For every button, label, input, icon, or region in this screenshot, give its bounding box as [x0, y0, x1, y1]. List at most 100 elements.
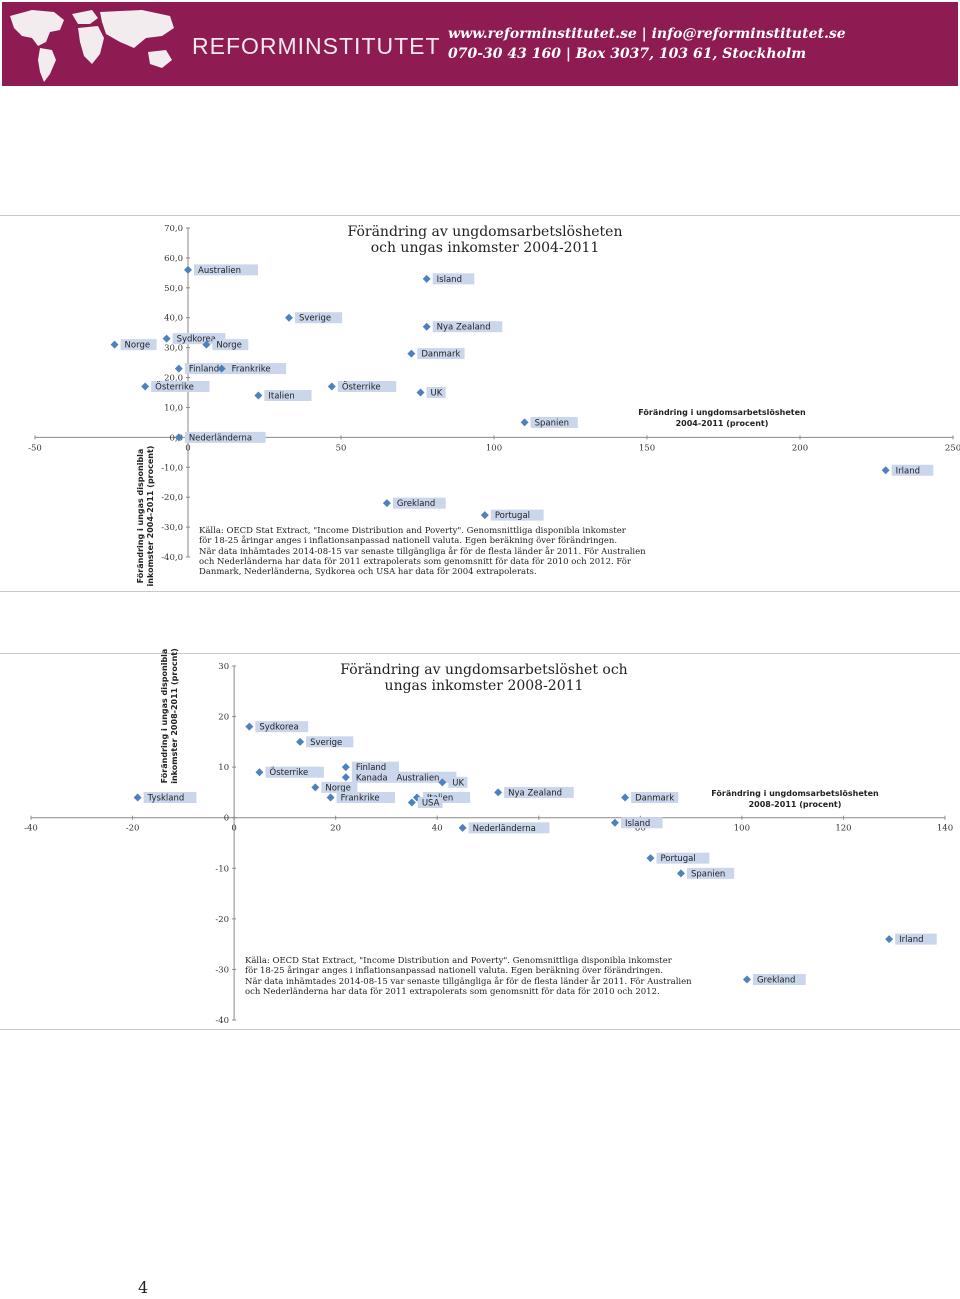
point-label: Finland — [189, 365, 219, 375]
point-marker — [621, 793, 630, 802]
point-label: Sverige — [299, 314, 331, 324]
point-label-box — [417, 348, 465, 360]
point-label-box — [321, 781, 358, 793]
point-label-box — [351, 771, 394, 783]
data-point: Grekland — [382, 497, 446, 509]
x-tick-label: 40 — [432, 824, 443, 834]
x-tick-label: 0 — [185, 443, 190, 453]
data-point: Portugal — [480, 509, 544, 521]
y-tick-label: -20 — [215, 915, 229, 925]
data-point: Sydkorea — [245, 721, 309, 733]
point-label: Grekland — [397, 499, 435, 509]
y-tick-label: 70,0 — [164, 224, 183, 234]
point-label-box — [895, 933, 937, 945]
point-label-box — [448, 776, 468, 788]
point-label: Frankrike — [341, 793, 380, 803]
point-marker — [422, 274, 431, 283]
x-tick-label: 150 — [639, 443, 655, 453]
x-tick-label: 0 — [231, 824, 236, 834]
y-tick-label: -40,0 — [161, 553, 183, 563]
world-map-logo — [10, 10, 174, 82]
point-marker — [110, 340, 119, 349]
chart-2004-2011: -50 0 50 100 150 200 250 70,0 60,0 50,0 40,0 30,0 20… — [0, 215, 960, 592]
y-tick-label: 20,0 — [164, 374, 183, 384]
y-tick-label: 30,0 — [164, 344, 183, 354]
y-tick-label: 20 — [218, 713, 229, 723]
point-label: Österrike — [270, 767, 309, 778]
data-point: Finland — [341, 761, 400, 773]
y-tick-label: -30,0 — [161, 523, 183, 533]
data-point: Österrike — [255, 766, 324, 778]
point-marker — [407, 798, 416, 807]
point-label: Nya Zealand — [437, 323, 491, 333]
data-point: Australien — [184, 264, 258, 276]
point-label: Tyskland — [147, 793, 185, 803]
data-point: Finland — [174, 363, 233, 375]
point-label-box — [686, 867, 735, 879]
point-label: Österrike — [155, 382, 194, 393]
point-label-box — [392, 497, 446, 509]
point-label-box — [631, 791, 679, 803]
data-point: Spanien — [676, 867, 735, 879]
data-point: Österrike — [141, 381, 210, 393]
point-label: Italien — [268, 391, 294, 401]
data-point: Kanada — [341, 771, 394, 783]
point-label: Norge — [216, 341, 242, 351]
data-point: Norge — [311, 781, 358, 793]
x-tick-label: 50 — [336, 443, 347, 453]
data-point: Nya Zealand — [494, 786, 574, 798]
point-label: Norge — [325, 783, 351, 793]
y-tick-label: -20,0 — [161, 493, 183, 503]
point-label: Nya Zealand — [508, 788, 562, 798]
point-marker — [217, 364, 226, 373]
point-label-box — [417, 797, 443, 809]
point-label: UK — [431, 389, 443, 399]
x-tick-label: 20 — [330, 824, 341, 834]
point-label: Portugal — [495, 511, 530, 521]
contact-web-email[interactable]: www.reforminstitutet.se | info@reformins… — [448, 26, 846, 42]
data-point: Island — [610, 817, 663, 829]
x-axis-label: Förändring i ungdomsarbetslösheten 2004-… — [638, 408, 806, 428]
y-tick-label: 60,0 — [164, 254, 183, 264]
data-point: Norge — [202, 339, 249, 351]
point-label-box — [468, 822, 550, 834]
point-label-box — [392, 771, 457, 783]
point-label-box — [255, 721, 309, 733]
point-label-box — [306, 736, 354, 748]
point-marker — [133, 793, 142, 802]
x-tick-label: -40 — [24, 824, 38, 834]
point-marker — [458, 823, 467, 832]
point-marker — [174, 364, 183, 373]
source-note: Källa: OECD Stat Extract, "Income Distri… — [245, 956, 692, 997]
point-label: Nederländerna — [473, 824, 536, 834]
point-label: Grekland — [757, 976, 795, 986]
point-label: Norge — [125, 341, 151, 351]
point-marker — [341, 763, 350, 772]
point-label-box — [184, 363, 233, 375]
brand-name: REFORMINSTITUTET — [192, 33, 441, 59]
point-marker — [676, 869, 685, 878]
point-label: Nederländerna — [189, 433, 252, 443]
y-axis-label: Förändring i ungas disponibla inkomster … — [160, 648, 179, 784]
data-point: Irland — [885, 933, 937, 945]
data-point: Frankrike — [326, 791, 395, 803]
point-label-box — [264, 389, 312, 401]
data-point: Irland — [881, 464, 934, 476]
data-point: Österrike — [327, 381, 397, 393]
point-marker — [202, 340, 211, 349]
point-label-box — [656, 852, 710, 864]
chart-2008-2011: -40-200204060801001201403020100-10-20-30… — [0, 648, 960, 1030]
point-label: Sverige — [310, 738, 342, 748]
point-marker — [646, 854, 655, 863]
point-label-box — [891, 464, 934, 476]
x-tick-label: 100 — [734, 824, 750, 834]
point-marker — [341, 773, 350, 782]
point-label-box — [143, 791, 197, 803]
point-marker — [422, 322, 431, 331]
point-label-box — [422, 791, 471, 803]
x-tick-label: -20 — [126, 824, 140, 834]
point-label: Danmark — [635, 793, 674, 803]
point-marker — [610, 818, 619, 827]
data-point: UK — [416, 387, 446, 399]
data-point: Nya Zealand — [422, 321, 503, 333]
